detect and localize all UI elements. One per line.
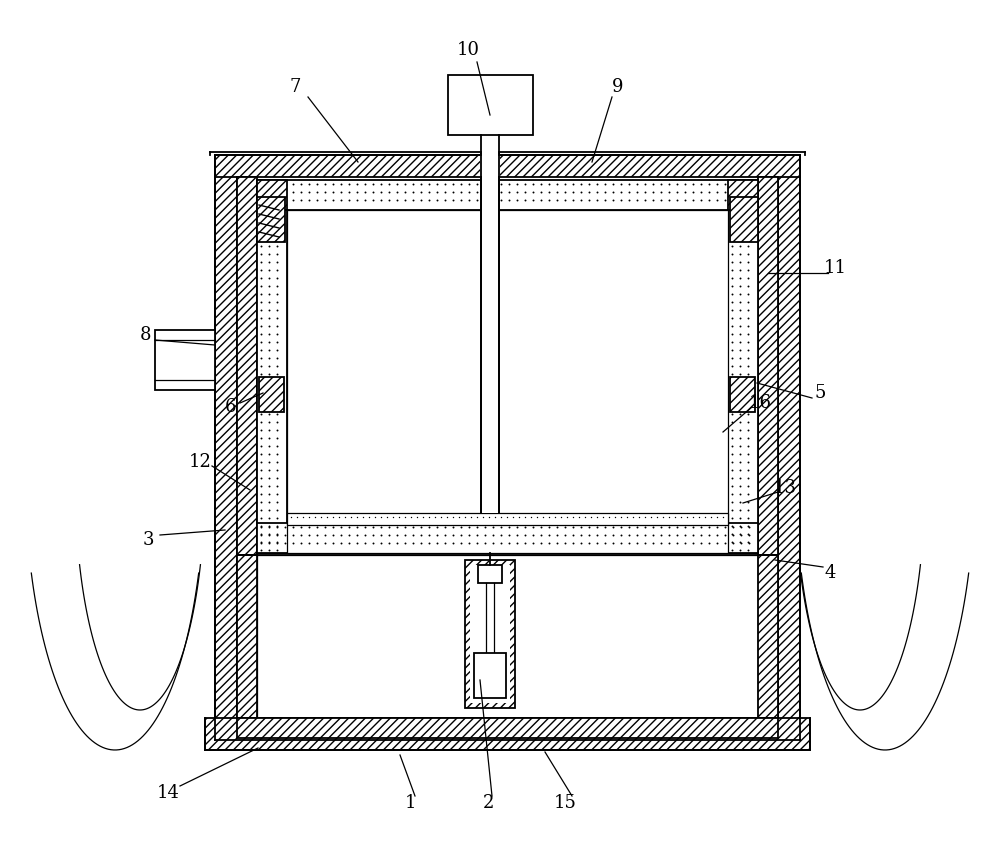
Bar <box>257 180 758 553</box>
Bar <box>237 555 257 718</box>
Bar <box>257 555 758 718</box>
Text: 8: 8 <box>139 326 151 344</box>
Text: 13: 13 <box>774 479 796 497</box>
Bar <box>474 653 506 698</box>
Text: 5: 5 <box>814 384 826 402</box>
Text: 4: 4 <box>824 564 836 582</box>
Bar <box>448 75 533 135</box>
Bar <box>758 177 778 555</box>
Bar <box>728 180 758 210</box>
Bar <box>215 155 237 740</box>
Bar <box>237 718 778 738</box>
Bar <box>259 377 284 412</box>
Text: 16: 16 <box>748 394 772 412</box>
Bar <box>215 155 800 177</box>
Bar <box>470 565 510 703</box>
Text: 6: 6 <box>224 398 236 416</box>
Bar <box>758 555 778 718</box>
Text: 3: 3 <box>142 531 154 549</box>
Bar <box>778 155 800 740</box>
Bar <box>257 210 287 553</box>
Text: 14: 14 <box>157 784 179 802</box>
Bar <box>478 565 502 583</box>
Bar <box>730 197 758 242</box>
Bar <box>480 151 500 178</box>
Bar <box>257 197 285 242</box>
Bar <box>237 177 257 555</box>
Bar <box>205 718 810 750</box>
Text: 11: 11 <box>824 259 846 277</box>
Bar <box>257 180 758 210</box>
Bar <box>465 560 515 708</box>
Bar <box>481 177 499 513</box>
Bar <box>155 330 215 390</box>
Text: 15: 15 <box>554 794 576 812</box>
Text: 2: 2 <box>482 794 494 812</box>
Text: 12: 12 <box>189 453 211 471</box>
Bar <box>730 377 755 412</box>
Bar <box>287 513 728 525</box>
Text: 9: 9 <box>612 78 624 96</box>
Text: 10: 10 <box>457 41 480 59</box>
Bar <box>257 180 287 210</box>
Bar <box>257 523 758 553</box>
Bar <box>287 210 728 553</box>
Bar <box>728 210 758 553</box>
Text: 1: 1 <box>404 794 416 812</box>
Text: 7: 7 <box>289 78 301 96</box>
